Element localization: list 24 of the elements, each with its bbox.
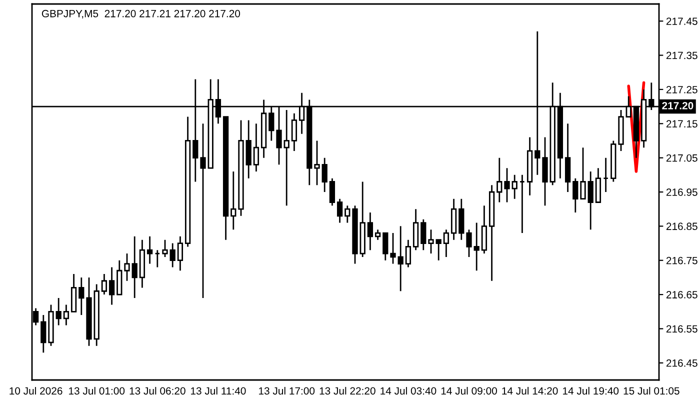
- y-tick-label: 216.75: [666, 256, 698, 264]
- x-tick-label: 13 Jul 06:20: [130, 386, 186, 395]
- x-tick-label: 10 Jul 2026: [10, 386, 62, 395]
- x-tick-label: 14 Jul 14:20: [502, 386, 558, 395]
- x-tick-label: 15 Jul 01:05: [624, 386, 680, 395]
- x-tick-label: 14 Jul 03:40: [380, 386, 436, 395]
- y-tick-label: 216.65: [666, 291, 698, 298]
- y-tick-label: 216.95: [666, 188, 698, 196]
- chart-title: GBPJPY,M5 217.20 217.21 217.20 217.20: [42, 10, 240, 19]
- y-tick-label: 216.45: [666, 359, 698, 367]
- y-tick-label: 217.45: [666, 18, 698, 25]
- x-tick-label: 13 Jul 01:00: [69, 386, 125, 395]
- y-tick-label: 216.55: [666, 325, 698, 333]
- x-tick-label: 13 Jul 17:00: [259, 386, 315, 395]
- y-tick-label: 216.85: [666, 222, 698, 230]
- ref-line-label: 217.20: [662, 102, 694, 110]
- x-tick-label: 14 Jul 09:00: [441, 386, 497, 395]
- y-tick-label: 217.15: [666, 120, 698, 128]
- y-tick-label: 217.05: [666, 154, 698, 162]
- x-tick-label: 13 Jul 22:20: [320, 386, 376, 395]
- x-tick-label: 14 Jul 19:40: [563, 386, 619, 395]
- x-tick-label: 13 Jul 11:40: [191, 386, 246, 395]
- y-tick-label: 217.25: [666, 86, 698, 94]
- y-tick-label: 217.35: [666, 52, 698, 60]
